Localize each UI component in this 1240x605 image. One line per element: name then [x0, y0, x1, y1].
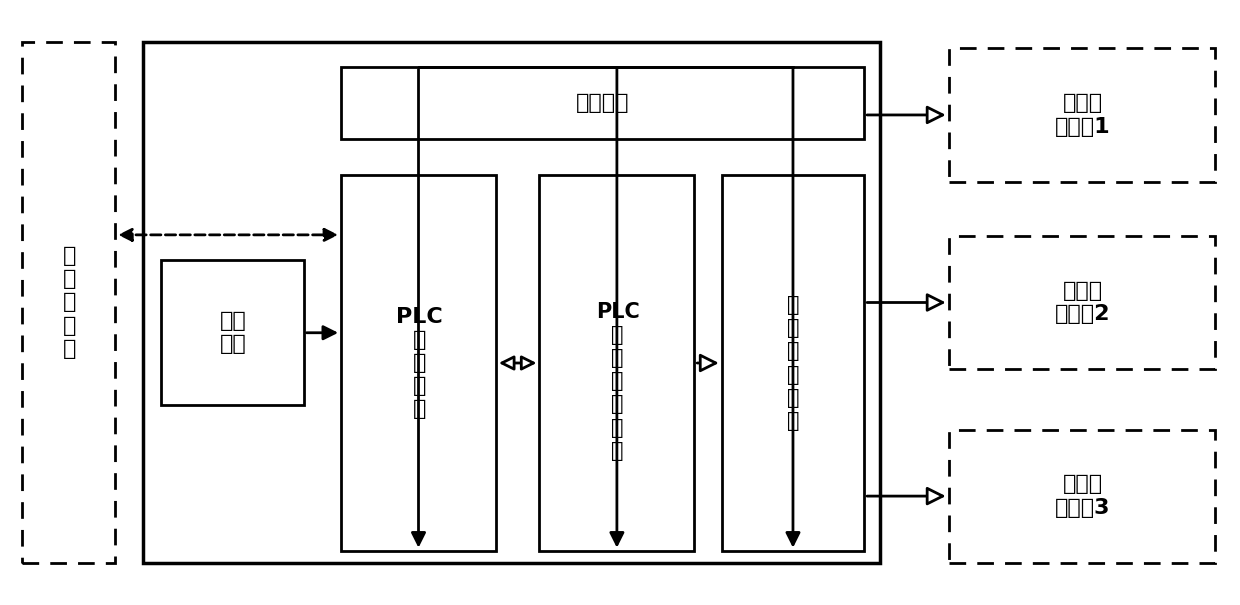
Bar	[949, 236, 1215, 369]
Bar	[161, 260, 304, 405]
Bar	[949, 48, 1215, 182]
Text: 面板
开关: 面板 开关	[219, 311, 247, 355]
Text: 信
号
调
理
模
块: 信 号 调 理 模 块	[787, 295, 800, 431]
Bar	[22, 42, 115, 563]
Bar	[341, 175, 496, 551]
Text: 供电模块: 供电模块	[575, 93, 630, 113]
Bar	[341, 67, 864, 139]
Text: 火工品
等效器3: 火工品 等效器3	[1055, 474, 1110, 518]
Text: PLC
扩
展
功
能
模
块: PLC 扩 展 功 能 模 块	[595, 301, 640, 461]
Bar	[949, 430, 1215, 563]
Bar	[143, 42, 880, 563]
Bar	[539, 175, 694, 551]
Text: 测
发
控
系
统: 测 发 控 系 统	[63, 246, 76, 359]
Text: PLC
主
控
模
块: PLC 主 控 模 块	[396, 307, 443, 419]
Text: 火工品
等效器1: 火工品 等效器1	[1055, 93, 1110, 137]
Text: 火工品
等效器2: 火工品 等效器2	[1055, 281, 1110, 324]
Bar	[722, 175, 864, 551]
